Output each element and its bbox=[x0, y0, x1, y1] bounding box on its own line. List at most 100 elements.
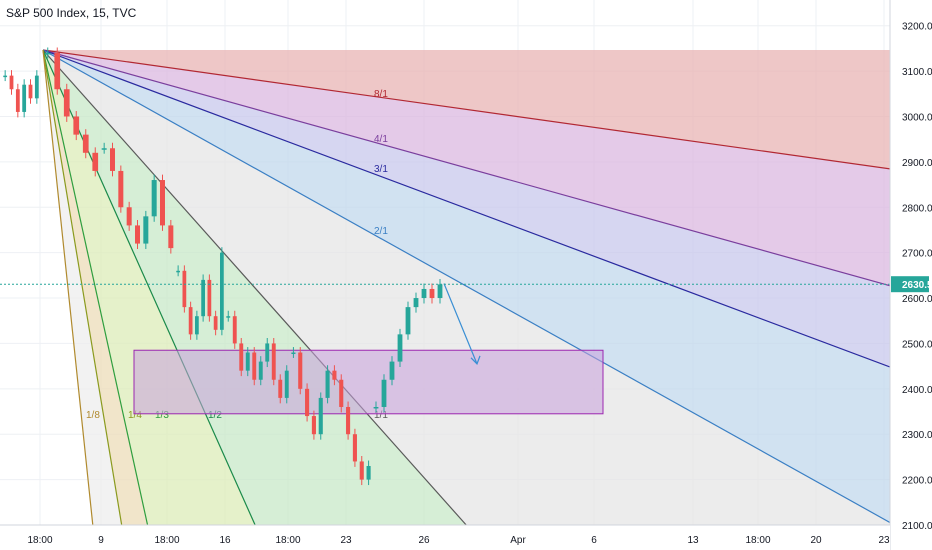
candle-body bbox=[265, 343, 270, 362]
candle-body bbox=[135, 225, 140, 244]
candle-body bbox=[332, 370, 337, 380]
candle-body bbox=[82, 134, 89, 153]
candle-body bbox=[22, 84, 27, 112]
candle-body bbox=[359, 461, 364, 480]
candle-body bbox=[101, 148, 107, 150]
candle-body bbox=[207, 279, 212, 317]
gann-line-1-3 bbox=[42, 49, 149, 528]
x-tick-label-9: 13 bbox=[687, 535, 699, 546]
candle-body bbox=[239, 343, 244, 371]
x-tick-label-10: 18:00 bbox=[745, 535, 770, 546]
gann-label-8-1: 8/1 bbox=[374, 89, 388, 100]
candle-body bbox=[143, 216, 149, 244]
gann-label-2-1: 2/1 bbox=[374, 226, 388, 237]
candle-body bbox=[92, 152, 99, 171]
candle-body bbox=[54, 52, 61, 90]
x-tick-label-7: Apr bbox=[510, 535, 526, 546]
candle-body bbox=[291, 352, 296, 355]
gann-label-4-1: 4/1 bbox=[374, 134, 388, 145]
candle-body bbox=[421, 288, 427, 299]
candle-body bbox=[325, 370, 330, 398]
y-tick-label-8: 2400.0 bbox=[902, 385, 932, 396]
y-axis-panel bbox=[890, 0, 932, 550]
candle-body bbox=[258, 361, 263, 380]
gann-label-3-1: 3/1 bbox=[374, 164, 388, 175]
candle-body bbox=[381, 379, 387, 407]
gann-line-3-1 bbox=[42, 49, 899, 371]
candle-body bbox=[318, 397, 323, 435]
candle-body bbox=[3, 75, 8, 78]
candle-body bbox=[28, 84, 33, 99]
candle-body bbox=[352, 434, 357, 462]
candle-body bbox=[366, 465, 371, 480]
x-tick-label-6: 26 bbox=[418, 535, 430, 546]
gann-line-4-1 bbox=[42, 49, 899, 289]
candle-body bbox=[213, 316, 218, 330]
candle-body bbox=[188, 307, 193, 335]
y-tick-label-5: 2700.0 bbox=[902, 249, 932, 260]
candle-body bbox=[44, 52, 51, 55]
candle-body bbox=[226, 316, 231, 318]
gann-line-1-4 bbox=[42, 49, 123, 528]
gann-line-1-1 bbox=[42, 49, 469, 528]
candle-body bbox=[160, 180, 165, 226]
y-tick-label-0: 3200.0 bbox=[902, 22, 932, 33]
candle-body bbox=[437, 284, 443, 299]
x-tick-label-3: 16 bbox=[219, 535, 231, 546]
x-tick-label-0: 18:00 bbox=[27, 535, 52, 546]
candle-body bbox=[220, 252, 224, 330]
y-tick-label-9: 2300.0 bbox=[902, 430, 932, 441]
candle-body bbox=[413, 298, 419, 308]
candle-body bbox=[15, 89, 20, 112]
candle-body bbox=[429, 288, 435, 299]
x-tick-label-12: 23 bbox=[878, 535, 890, 546]
candle-body bbox=[182, 270, 187, 308]
x-tick-label-11: 20 bbox=[810, 535, 822, 546]
y-tick-label-3: 2900.0 bbox=[902, 158, 932, 169]
chart-title: S&P 500 Index, 15, TVC bbox=[6, 6, 137, 20]
gann-label-1-1: 1/1 bbox=[374, 410, 388, 421]
y-tick-label-2: 3000.0 bbox=[902, 112, 932, 123]
candle-body bbox=[151, 180, 157, 217]
x-tick-label-8: 6 bbox=[591, 535, 597, 546]
candle-body bbox=[126, 207, 132, 226]
x-tick-label-4: 18:00 bbox=[275, 535, 300, 546]
gann-label-1-3: 1/3 bbox=[155, 410, 169, 421]
y-tick-label-10: 2200.0 bbox=[902, 476, 932, 487]
candle-body bbox=[168, 225, 174, 249]
x-axis-panel bbox=[0, 525, 890, 550]
gann-label-1-2: 1/2 bbox=[208, 410, 222, 421]
y-tick-label-1: 3100.0 bbox=[902, 67, 932, 78]
candle-body bbox=[284, 370, 289, 398]
candle-body bbox=[405, 307, 411, 335]
candle-body bbox=[201, 279, 205, 317]
gann-line-1-8 bbox=[42, 49, 94, 528]
last-price-badge bbox=[891, 276, 929, 293]
x-tick-label-1: 9 bbox=[98, 535, 104, 546]
candle-body bbox=[73, 116, 80, 135]
candle-body bbox=[298, 352, 303, 389]
candle-body bbox=[278, 379, 283, 398]
candle-body bbox=[339, 379, 344, 407]
candle-body bbox=[346, 406, 351, 435]
candle-body bbox=[245, 352, 250, 371]
y-tick-label-7: 2500.0 bbox=[902, 339, 932, 350]
price-zone-rectangle bbox=[133, 349, 604, 415]
candle-body bbox=[110, 148, 115, 171]
candle-body bbox=[252, 352, 257, 380]
x-tick-label-5: 23 bbox=[340, 535, 352, 546]
candle-body bbox=[195, 316, 199, 335]
candle-body bbox=[389, 361, 395, 380]
candle-body bbox=[397, 334, 403, 362]
projection-arrow bbox=[443, 283, 478, 365]
y-tick-label-6: 2600.0 bbox=[902, 294, 932, 305]
candle-body bbox=[311, 416, 316, 435]
candle-body bbox=[118, 170, 124, 208]
candle-body bbox=[373, 406, 379, 409]
gann-line-2-1 bbox=[42, 49, 899, 528]
candle-body bbox=[176, 270, 180, 273]
candle-body bbox=[271, 343, 276, 380]
last-price-label: 2630.5 bbox=[902, 280, 932, 291]
